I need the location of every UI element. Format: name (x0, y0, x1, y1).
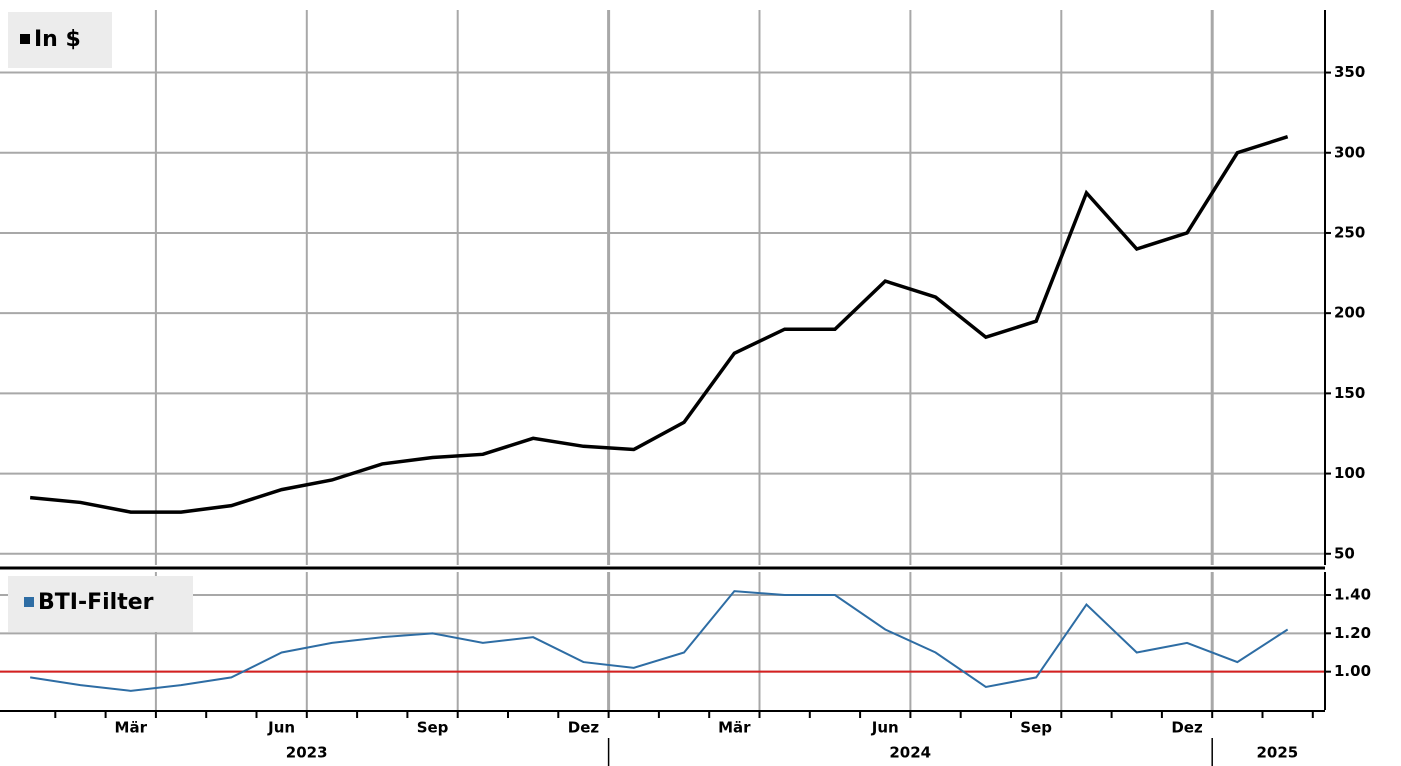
series-line (29, 135, 1289, 514)
y-tick-label: 1.20 (1334, 624, 1371, 642)
year-label: 2024 (889, 744, 931, 762)
legend-label: In $ (34, 27, 81, 52)
series-line (29, 590, 1289, 692)
x-tick-label: Sep (417, 719, 449, 737)
year-label: 2025 (1256, 744, 1298, 762)
x-tick-label: Mär (115, 719, 148, 737)
x-tick-label: Dez (568, 719, 600, 737)
y-tick-label: 1.00 (1334, 662, 1371, 680)
y-tick-label: 100 (1334, 464, 1365, 482)
x-tick-label: Jun (267, 719, 295, 737)
legend-label: BTI-Filter (38, 590, 154, 615)
legend-swatch (24, 597, 34, 607)
y-tick-label: 150 (1334, 384, 1365, 402)
y-tick-label: 1.40 (1334, 586, 1371, 604)
x-tick-label: Mär (718, 719, 751, 737)
x-tick-label: Dez (1171, 719, 1203, 737)
year-label: 2023 (286, 744, 328, 762)
x-tick-label: Sep (1020, 719, 1052, 737)
legend-swatch (20, 34, 30, 44)
x-tick-label: Jun (871, 719, 899, 737)
legend-box (8, 576, 193, 632)
y-tick-label: 250 (1334, 223, 1365, 241)
y-tick-label: 300 (1334, 143, 1365, 161)
y-tick-label: 350 (1334, 63, 1365, 81)
y-tick-label: 50 (1334, 544, 1355, 562)
y-tick-label: 200 (1334, 304, 1365, 322)
